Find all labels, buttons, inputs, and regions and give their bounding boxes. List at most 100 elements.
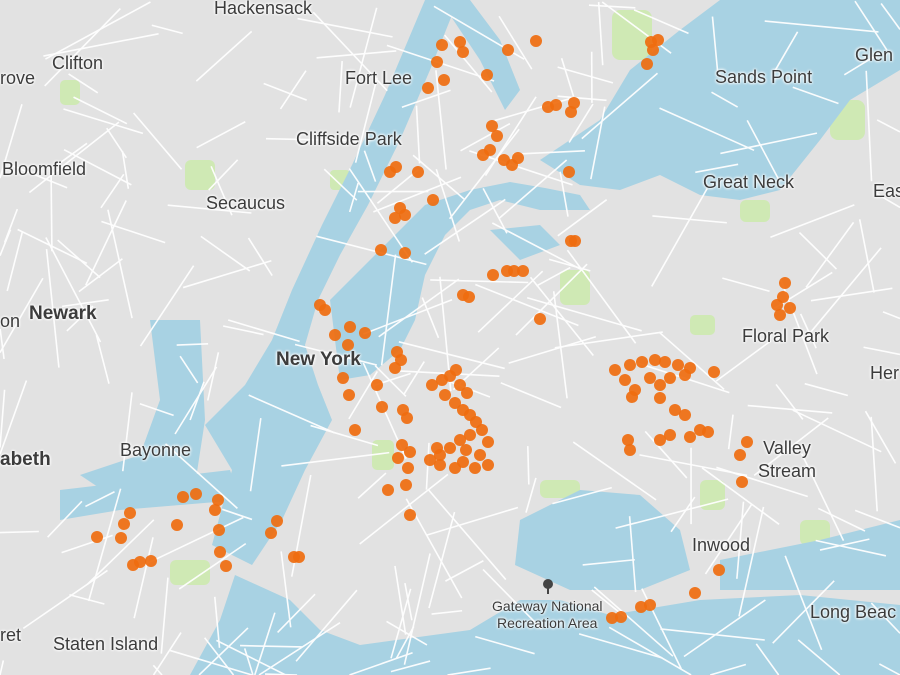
location-marker[interactable]	[402, 462, 414, 474]
location-marker[interactable]	[654, 392, 666, 404]
location-marker[interactable]	[784, 302, 796, 314]
location-marker[interactable]	[424, 454, 436, 466]
location-marker[interactable]	[399, 209, 411, 221]
location-marker[interactable]	[771, 299, 783, 311]
location-marker[interactable]	[434, 459, 446, 471]
location-marker[interactable]	[214, 546, 226, 558]
location-marker[interactable]	[171, 519, 183, 531]
location-marker[interactable]	[371, 379, 383, 391]
location-marker[interactable]	[624, 359, 636, 371]
location-marker[interactable]	[293, 551, 305, 563]
location-marker[interactable]	[689, 587, 701, 599]
location-marker[interactable]	[641, 58, 653, 70]
location-marker[interactable]	[431, 442, 443, 454]
location-marker[interactable]	[404, 446, 416, 458]
location-marker[interactable]	[469, 462, 481, 474]
location-marker[interactable]	[376, 401, 388, 413]
location-marker[interactable]	[476, 424, 488, 436]
location-marker[interactable]	[177, 491, 189, 503]
location-marker[interactable]	[708, 366, 720, 378]
location-marker[interactable]	[508, 265, 520, 277]
location-marker[interactable]	[734, 449, 746, 461]
location-marker[interactable]	[644, 372, 656, 384]
location-marker[interactable]	[534, 313, 546, 325]
location-marker[interactable]	[609, 364, 621, 376]
location-marker[interactable]	[636, 356, 648, 368]
location-marker[interactable]	[502, 44, 514, 56]
location-marker[interactable]	[654, 434, 666, 446]
location-marker[interactable]	[550, 99, 562, 111]
location-marker[interactable]	[679, 369, 691, 381]
location-marker[interactable]	[91, 531, 103, 543]
location-marker[interactable]	[449, 462, 461, 474]
location-marker[interactable]	[444, 442, 456, 454]
location-marker[interactable]	[460, 444, 472, 456]
location-marker[interactable]	[482, 459, 494, 471]
location-marker[interactable]	[713, 564, 725, 576]
location-marker[interactable]	[342, 339, 354, 351]
location-marker[interactable]	[431, 56, 443, 68]
location-marker[interactable]	[463, 291, 475, 303]
location-marker[interactable]	[774, 309, 786, 321]
location-marker[interactable]	[401, 412, 413, 424]
location-marker[interactable]	[389, 362, 401, 374]
location-marker[interactable]	[741, 436, 753, 448]
location-marker[interactable]	[396, 439, 408, 451]
location-marker[interactable]	[464, 429, 476, 441]
location-marker[interactable]	[412, 166, 424, 178]
location-marker[interactable]	[684, 431, 696, 443]
location-marker[interactable]	[486, 120, 498, 132]
location-marker[interactable]	[454, 434, 466, 446]
location-marker[interactable]	[329, 329, 341, 341]
location-marker[interactable]	[436, 39, 448, 51]
location-marker[interactable]	[145, 555, 157, 567]
location-marker[interactable]	[454, 379, 466, 391]
location-marker[interactable]	[134, 556, 146, 568]
location-marker[interactable]	[482, 436, 494, 448]
location-marker[interactable]	[450, 364, 462, 376]
location-marker[interactable]	[426, 379, 438, 391]
location-marker[interactable]	[454, 36, 466, 48]
location-marker[interactable]	[389, 212, 401, 224]
location-marker[interactable]	[404, 509, 416, 521]
location-marker[interactable]	[118, 518, 130, 530]
location-marker[interactable]	[626, 391, 638, 403]
location-marker[interactable]	[635, 601, 647, 613]
location-marker[interactable]	[457, 46, 469, 58]
location-marker[interactable]	[427, 194, 439, 206]
location-marker[interactable]	[212, 494, 224, 506]
location-marker[interactable]	[664, 372, 676, 384]
location-marker[interactable]	[672, 359, 684, 371]
location-marker[interactable]	[659, 356, 671, 368]
location-marker[interactable]	[213, 524, 225, 536]
location-marker[interactable]	[400, 479, 412, 491]
location-marker[interactable]	[209, 504, 221, 516]
location-marker[interactable]	[647, 44, 659, 56]
location-marker[interactable]	[563, 166, 575, 178]
location-marker[interactable]	[779, 277, 791, 289]
location-marker[interactable]	[474, 449, 486, 461]
location-marker[interactable]	[449, 397, 461, 409]
location-marker[interactable]	[337, 372, 349, 384]
location-marker[interactable]	[517, 265, 529, 277]
location-marker[interactable]	[565, 235, 577, 247]
location-marker[interactable]	[438, 74, 450, 86]
location-marker[interactable]	[359, 327, 371, 339]
location-marker[interactable]	[487, 269, 499, 281]
location-marker[interactable]	[649, 354, 661, 366]
location-marker[interactable]	[422, 82, 434, 94]
location-marker[interactable]	[392, 452, 404, 464]
location-marker[interactable]	[644, 599, 656, 611]
location-marker[interactable]	[615, 611, 627, 623]
location-marker[interactable]	[115, 532, 127, 544]
location-marker[interactable]	[220, 560, 232, 572]
location-marker[interactable]	[736, 476, 748, 488]
location-marker[interactable]	[190, 488, 202, 500]
location-marker[interactable]	[679, 409, 691, 421]
location-marker[interactable]	[565, 106, 577, 118]
location-marker[interactable]	[384, 166, 396, 178]
location-marker[interactable]	[477, 149, 489, 161]
location-marker[interactable]	[344, 321, 356, 333]
location-marker[interactable]	[481, 69, 493, 81]
